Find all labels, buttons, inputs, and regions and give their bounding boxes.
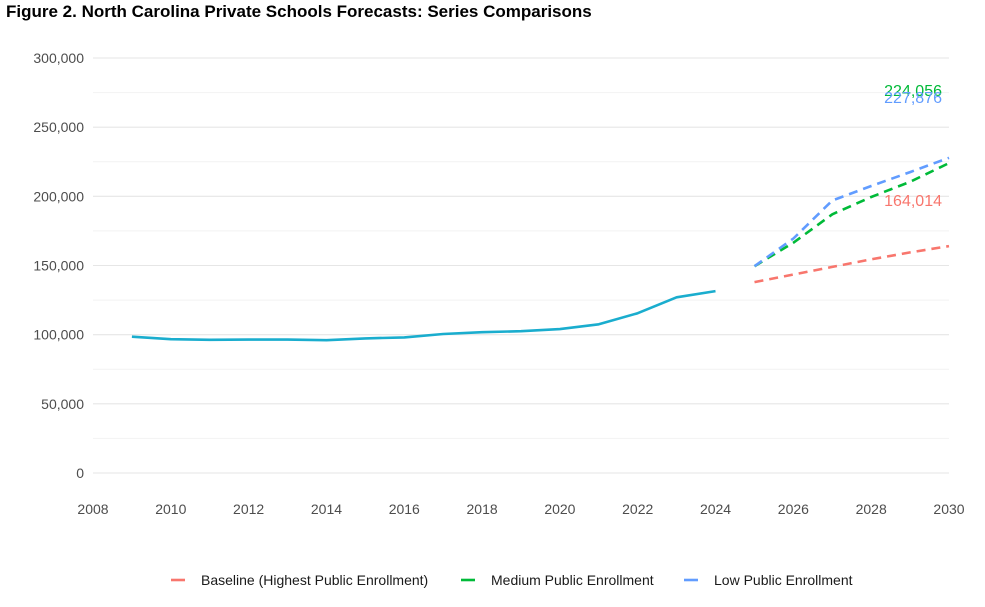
x-tick-label: 2010 [155,501,186,517]
end-label-2: 224,056 [884,83,942,100]
x-tick-label: 2016 [389,501,420,517]
series-lines [131,156,950,342]
x-tick-label: 2014 [311,501,342,517]
y-tick-label: 250,000 [33,119,84,135]
y-axis-tick-labels: 0 50,000 100,000 150,000 200,000 250,000 300,0… [33,50,84,481]
historical-enrollment-line [131,289,716,342]
chart-title: Figure 2. North Carolina Private Schools… [6,2,592,21]
x-tick-label: 2024 [700,501,731,517]
x-tick-label: 2008 [77,501,108,517]
y-tick-label: 300,000 [33,50,84,66]
series-line-1 [754,244,950,284]
end-label-1: 164,014 [884,193,942,210]
x-tick-label: 2026 [778,501,809,517]
legend-label-1: Baseline (Highest Public Enrollment) [201,572,428,588]
y-tick-label: 200,000 [33,188,84,204]
legend-label-2: Medium Public Enrollment [491,572,654,588]
legend: Baseline (Highest Public Enrollment) Medi… [171,572,853,588]
x-tick-label: 2028 [856,501,887,517]
y-tick-label: 100,000 [33,327,84,343]
x-tick-label: 2012 [233,501,264,517]
x-axis-tick-labels: 2008 2010 2012 2014 2016 2018 2020 2022 2024 2026… [77,501,964,517]
legend-label-3: Low Public Enrollment [714,572,853,588]
series-line-2 [753,161,950,268]
x-tick-label: 2018 [467,501,498,517]
series-line-3 [753,156,950,268]
x-tick-label: 2022 [622,501,653,517]
grid-lines [93,57,949,474]
y-tick-label: 0 [76,465,84,481]
y-tick-label: 150,000 [33,258,84,274]
y-tick-label: 50,000 [41,396,84,412]
x-tick-label: 2030 [933,501,964,517]
x-tick-label: 2020 [544,501,575,517]
end-label-3: 227,876 [884,90,942,107]
